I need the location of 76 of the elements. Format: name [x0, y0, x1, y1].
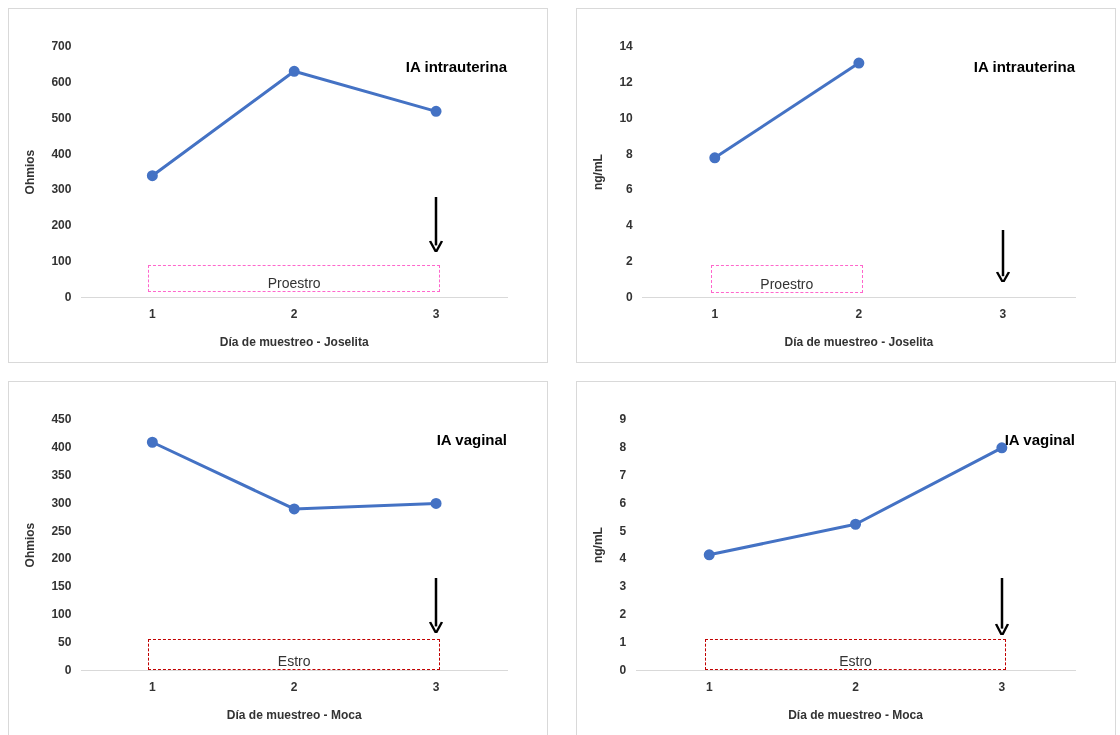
y-axis-title: ng/mL: [590, 527, 605, 564]
annotation: Proestro: [267, 275, 321, 292]
point: [288, 503, 300, 515]
y-tick-label: 300: [51, 182, 72, 197]
y-tick-label: 9: [619, 412, 627, 427]
y-tick-label: 250: [51, 523, 72, 538]
point: [146, 170, 158, 182]
y-axis-title: Ohmios: [22, 149, 37, 195]
y-tick-label: 50: [58, 634, 72, 649]
y-tick-label: 0: [64, 662, 72, 677]
point: [430, 105, 442, 117]
text: IA vaginal: [1004, 431, 1075, 449]
y-tick-label: 0: [626, 289, 634, 304]
y-tick-label: 0: [64, 289, 72, 304]
annotation: Estro: [839, 653, 872, 670]
y-tick-label: 500: [51, 110, 72, 125]
x-axis-title: Día de muestreo - Moca: [788, 708, 924, 723]
y-axis-title: ng/mL: [590, 154, 605, 191]
x-tick-label: 1: [149, 679, 157, 694]
y-tick-label: 100: [51, 253, 72, 268]
y-tick-label: 2: [626, 253, 634, 268]
point: [288, 65, 300, 77]
x-tick-label: 1: [705, 679, 713, 694]
point: [850, 518, 862, 530]
x-tick-label: 1: [711, 306, 719, 321]
y-tick-label: 12: [619, 75, 634, 90]
y-tick-label: 6: [619, 495, 627, 510]
x-tick-label: 2: [290, 306, 298, 321]
x-tick-label: 3: [432, 306, 440, 321]
y-tick-label: 6: [626, 182, 634, 197]
y-tick-label: 8: [626, 146, 634, 161]
x-axis-title: Día de muestreo - Moca: [226, 708, 362, 723]
y-tick-label: 700: [51, 39, 72, 54]
point: [703, 549, 715, 561]
y-tick-label: 2: [619, 606, 627, 621]
x-tick-label: 2: [290, 679, 298, 694]
y-tick-label: 400: [51, 146, 72, 161]
x-axis-title: Día de muestreo - Joselita: [219, 335, 369, 350]
y-tick-label: 0: [619, 662, 627, 677]
y-axis-title: Ohmios: [22, 522, 37, 568]
annotation: Estro: [277, 653, 311, 670]
y-tick-label: 450: [51, 412, 72, 427]
dashed-box: Estro: [148, 638, 441, 671]
x-axis-title: Día de muestreo - Joselita: [784, 335, 934, 350]
y-tick-label: 5: [619, 523, 627, 538]
text: IA intrauterina: [973, 58, 1076, 76]
point: [430, 497, 442, 509]
dashed-box: Proestro: [710, 264, 863, 294]
dashed-box: Proestro: [148, 264, 441, 293]
annotation: Proestro: [760, 276, 814, 293]
y-tick-label: 1: [619, 634, 627, 649]
dashed-box: Estro: [705, 638, 1006, 671]
y-tick-label: 100: [51, 606, 72, 621]
y-tick-label: 4: [626, 218, 634, 233]
text: IA vaginal: [436, 431, 507, 449]
y-tick-label: 4: [619, 551, 627, 566]
y-tick-label: 3: [619, 579, 627, 594]
x-tick-label: 3: [999, 306, 1007, 321]
y-tick-label: 8: [619, 440, 627, 455]
point: [146, 436, 158, 448]
y-tick-label: 7: [619, 467, 627, 482]
y-tick-label: 600: [51, 75, 72, 90]
y-tick-label: 300: [51, 495, 72, 510]
y-tick-label: 14: [619, 39, 634, 54]
x-tick-label: 3: [432, 679, 440, 694]
x-tick-label: 1: [149, 306, 157, 321]
y-tick-label: 200: [51, 551, 72, 566]
x-tick-label: 2: [852, 679, 860, 694]
y-tick-label: 200: [51, 218, 72, 233]
y-tick-label: 10: [619, 110, 634, 125]
text: IA intrauterina: [405, 58, 508, 76]
y-tick-label: 400: [51, 440, 72, 455]
y-tick-label: 150: [51, 579, 72, 594]
x-tick-label: 3: [998, 679, 1006, 694]
y-tick-label: 350: [51, 467, 72, 482]
x-tick-label: 2: [855, 306, 863, 321]
